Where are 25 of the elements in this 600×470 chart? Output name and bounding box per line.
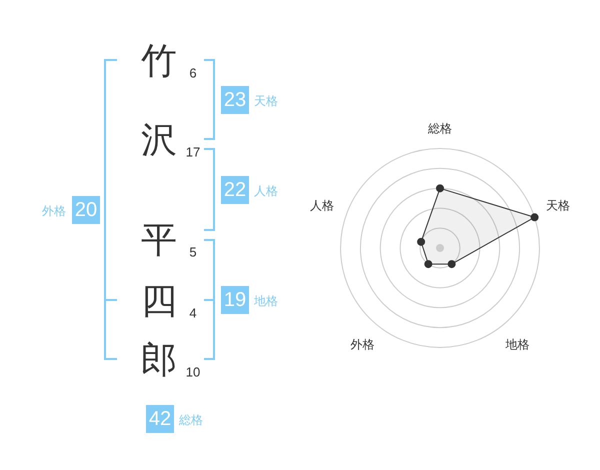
data-label: 5 (189, 244, 197, 260)
category-label: 四 (141, 280, 177, 321)
data-label: 17 (186, 144, 200, 160)
spoke-label: 外格 (350, 338, 374, 352)
text: 23 (221, 86, 249, 114)
spoke-label: 天格 (546, 198, 570, 213)
text: 人格 (254, 184, 278, 198)
category-label: 平 (141, 219, 177, 260)
category-label: 沢 (141, 119, 177, 160)
text: 20 (72, 196, 100, 224)
spoke-label: 総格 (427, 122, 452, 136)
text: 外格 (42, 204, 66, 218)
text: 総格 (179, 413, 203, 427)
category-label: 竹 (141, 40, 177, 81)
text: 天格 (254, 94, 278, 108)
spoke-label: 人格 (310, 198, 334, 213)
spoke-label: 地格 (504, 338, 530, 352)
text: 42 (146, 405, 174, 433)
data-label: 4 (189, 306, 197, 320)
text: 19 (221, 286, 249, 314)
category-label: 郎 (141, 339, 177, 380)
text: 地格 (254, 294, 278, 308)
data-label: 6 (189, 66, 197, 80)
data-label: 10 (186, 364, 200, 380)
text: 22 (221, 176, 249, 204)
